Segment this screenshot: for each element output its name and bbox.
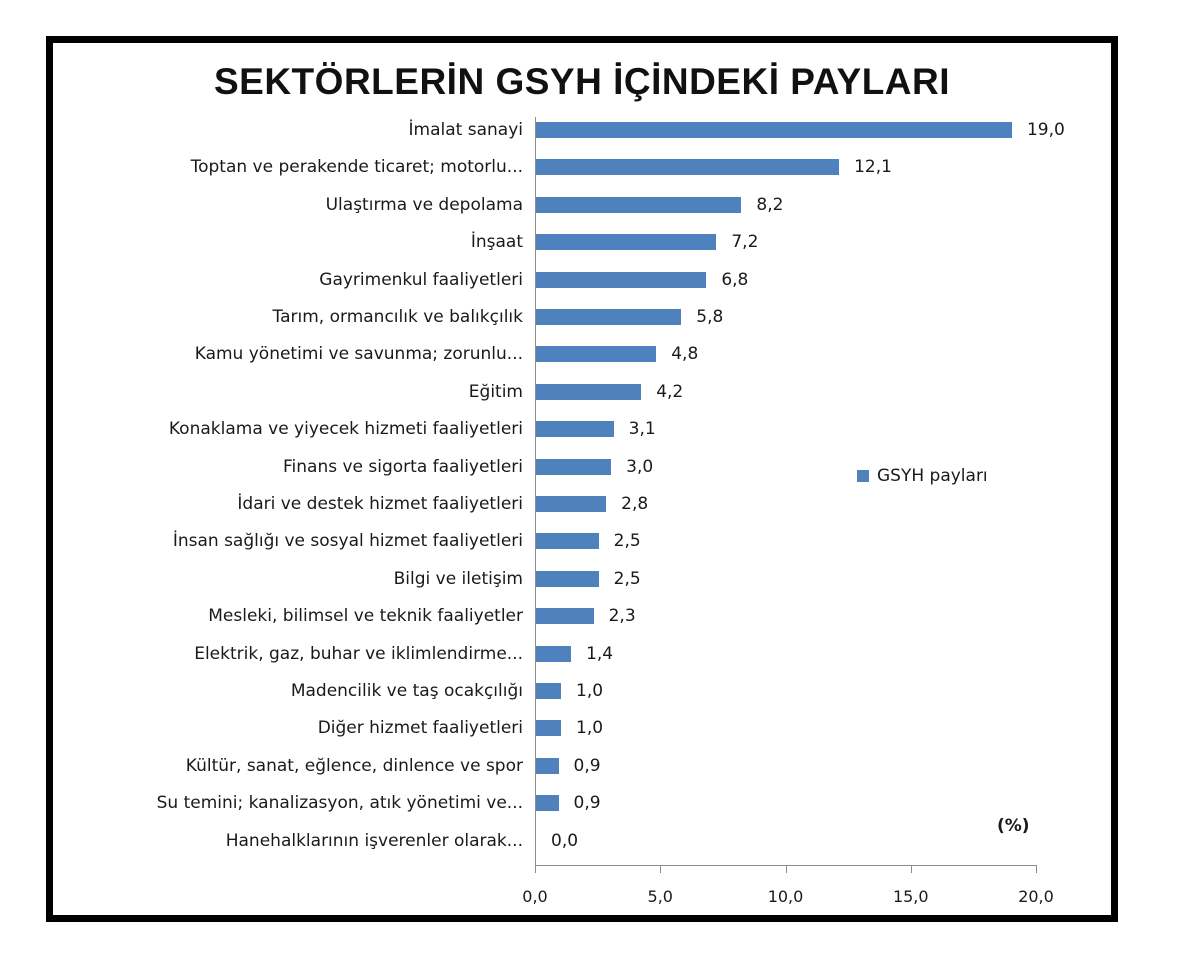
category-label: Finans ve sigorta faaliyetleri [282,456,523,477]
x-tick-label: 10,0 [767,887,804,906]
bar [536,309,682,325]
value-label: 12,1 [854,157,892,178]
value-label: 19,0 [1026,120,1065,140]
value-label: 1,4 [586,643,614,664]
category-label: Elektrik, gaz, buhar ve iklimlendirme... [194,643,523,664]
value-label: 2,5 [613,568,641,589]
legend: GSYH payları [857,466,988,486]
chart-title: SEKTÖRLERİN GSYH İÇİNDEKİ PAYLARI [213,61,951,102]
bar [536,458,612,475]
category-label: Kültür, sanat, eğlence, dinlence ve spor [185,755,523,776]
value-label: 7,2 [731,232,759,253]
bar [536,383,642,400]
category-label: Mesleki, bilimsel ve teknik faaliyetler [208,606,523,627]
category-label: Madencilik ve taş ocakçılığı [290,681,523,701]
category-label: İnşaat [470,232,523,253]
value-label: 3,1 [628,419,656,440]
value-label: 4,8 [671,344,699,365]
x-tick-label: 5,0 [647,887,673,906]
value-label: 4,2 [656,381,684,402]
bar [536,421,614,438]
category-label: Hanehalklarının işverenler olarak... [225,830,523,851]
category-label: Toptan ve perakende ticaret; motorlu... [190,157,523,178]
bar [536,496,607,512]
legend-swatch-icon [857,470,869,482]
legend-entry: GSYH payları [877,466,988,486]
bar [536,720,562,737]
x-axis-tick [1036,865,1037,873]
category-label: Eğitim [468,381,523,402]
bar [536,346,657,363]
plot-area: İmalat sanayi 19,0 Toptan ve perakende tic… [53,43,1111,915]
value-label: 8,2 [756,194,784,215]
category-label: Gayrimenkul faaliyetleri [319,269,523,290]
category-label: Konaklama ve yiyecek hizmeti faaliyetler… [168,419,523,440]
bar [536,757,559,774]
x-tick-label: 15,0 [892,887,929,906]
bar [536,196,742,213]
chart-frame: SEKTÖRLERİN GSYH İÇİNDEKİ PAYLARI İmalat… [46,36,1118,922]
bar [536,795,559,812]
x-axis-tick [785,865,787,873]
x-tick-label: 0,0 [522,887,548,906]
bar [536,683,562,699]
category-label: İnsan sağlığı ve sosyal hizmet faaliyetl… [172,531,523,552]
x-axis-tick [535,865,536,873]
value-label: 1,0 [576,718,604,739]
value-label: 6,8 [721,269,749,290]
y-axis-line [535,117,536,872]
category-label: Kamu yönetimi ve savunma; zorunlu... [194,344,523,365]
category-label: İdari ve destek hizmet faaliyetleri [237,494,523,514]
bar [536,533,599,550]
bar [536,608,594,625]
bar [536,122,1012,138]
value-label: 5,8 [696,307,724,327]
value-label: 0,9 [573,755,601,776]
value-label: 2,8 [621,494,649,514]
value-label: 1,0 [576,681,604,701]
bar [536,570,599,587]
value-label: 2,5 [613,531,641,552]
bar [536,234,717,251]
value-label: 3,0 [626,456,654,477]
x-axis-tick [660,865,662,873]
value-label: 2,3 [608,606,636,627]
x-tick-label: 20,0 [1018,887,1054,906]
category-label: Ulaştırma ve depolama [325,194,523,215]
value-label: 0,9 [573,793,601,814]
x-axis-tick [910,865,912,873]
bar [536,271,707,288]
category-label: Tarım, ormancılık ve balıkçılık [272,307,523,327]
value-label: 0,0 [551,830,579,851]
category-label: Diğer hizmet faaliyetleri [317,718,523,739]
category-label: Su temini; kanalizasyon, atık yönetimi v… [156,793,523,814]
bar [536,645,572,662]
unit-label: (%) [997,816,1030,836]
category-label: İmalat sanayi [408,120,523,140]
category-label: Bilgi ve iletişim [393,568,523,589]
bar [536,159,840,176]
